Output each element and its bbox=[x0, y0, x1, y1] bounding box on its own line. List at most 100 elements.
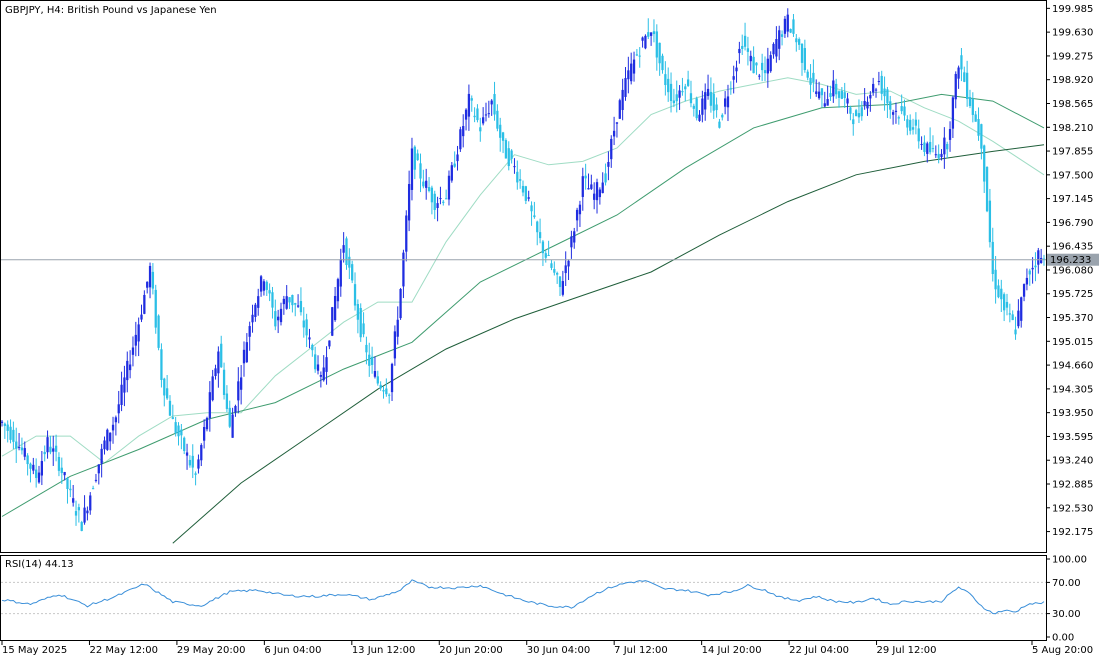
candle-body bbox=[407, 184, 411, 221]
candle-body bbox=[960, 55, 963, 70]
candle-body bbox=[106, 429, 109, 450]
candle-body bbox=[214, 368, 217, 377]
candle-body bbox=[971, 98, 974, 115]
candle-body bbox=[100, 448, 103, 464]
candle-body bbox=[430, 187, 434, 203]
candle-body bbox=[1040, 257, 1043, 264]
candle-body bbox=[743, 35, 747, 47]
candle-body bbox=[237, 381, 240, 401]
price-tick-label: 194.305 bbox=[1052, 384, 1093, 395]
candle-body bbox=[211, 376, 214, 401]
rsi-title: RSI(14) 44.13 bbox=[5, 559, 74, 570]
candle-body bbox=[798, 39, 801, 45]
candle-body bbox=[316, 364, 320, 371]
candle-body bbox=[225, 393, 229, 409]
candle-body bbox=[570, 236, 573, 248]
candle-body bbox=[43, 451, 46, 455]
candle-body bbox=[860, 107, 863, 117]
candle-body bbox=[242, 349, 246, 364]
candle-body bbox=[943, 137, 946, 155]
candle-body bbox=[519, 179, 522, 181]
candle-body bbox=[331, 307, 334, 336]
candle-body bbox=[487, 113, 490, 115]
candle-body bbox=[282, 298, 285, 305]
candle-body bbox=[1031, 267, 1034, 270]
candle-body bbox=[706, 88, 710, 97]
candle-body bbox=[812, 72, 815, 82]
price-tick-label: 197.855 bbox=[1052, 147, 1093, 158]
candle-body bbox=[328, 340, 331, 347]
price-tick-label: 193.595 bbox=[1052, 432, 1093, 443]
price-tick-label: 194.660 bbox=[1052, 361, 1093, 372]
candle-body bbox=[66, 478, 69, 490]
candle-body bbox=[183, 437, 186, 451]
candle-body bbox=[126, 360, 129, 381]
candle-body bbox=[988, 200, 992, 243]
candle-body bbox=[533, 215, 536, 218]
candle-body bbox=[940, 153, 943, 158]
candle-body bbox=[746, 48, 750, 52]
candle-body bbox=[672, 100, 676, 104]
candle-body bbox=[923, 142, 926, 152]
candle-body bbox=[439, 198, 442, 200]
price-tick-label: 196.790 bbox=[1052, 218, 1093, 229]
candle-body bbox=[9, 426, 12, 440]
candle-body bbox=[114, 417, 118, 423]
candle-body bbox=[980, 124, 983, 149]
candle-body bbox=[382, 390, 385, 392]
candle-body bbox=[356, 303, 360, 320]
candle-body bbox=[436, 203, 439, 208]
candle-body bbox=[26, 455, 29, 465]
candle-body bbox=[957, 67, 960, 79]
candle-body bbox=[484, 114, 488, 116]
candle-body bbox=[698, 114, 701, 121]
price-tick-label: 195.370 bbox=[1052, 313, 1093, 324]
candle-body bbox=[601, 182, 604, 194]
candle-body bbox=[476, 108, 479, 121]
candle-body bbox=[1034, 265, 1037, 268]
candle-body bbox=[77, 507, 81, 511]
candle-body bbox=[883, 88, 886, 97]
time-tick-label: 13 Jun 12:00 bbox=[352, 645, 416, 656]
candle-body bbox=[373, 371, 377, 377]
candle-body bbox=[185, 452, 189, 456]
candle-body bbox=[131, 347, 135, 355]
candle-body bbox=[277, 316, 280, 321]
candle-body bbox=[191, 455, 194, 468]
time-tick-label: 15 May 2025 bbox=[2, 645, 67, 656]
candle-body bbox=[573, 231, 576, 243]
price-tick-label: 192.530 bbox=[1052, 503, 1093, 514]
main-plot-frame bbox=[0, 0, 1047, 553]
candle-body bbox=[752, 56, 755, 74]
price-tick-label: 198.210 bbox=[1052, 123, 1093, 134]
candle-body bbox=[516, 171, 519, 183]
candle-body bbox=[15, 441, 18, 449]
candle-body bbox=[325, 357, 328, 372]
candle-body bbox=[231, 414, 234, 438]
candle-body bbox=[228, 407, 231, 427]
candle-body bbox=[874, 89, 878, 91]
candle-body bbox=[624, 78, 627, 97]
candle-body bbox=[667, 78, 670, 93]
candle-body bbox=[80, 522, 83, 531]
time-tick-label: 6 Jun 04:00 bbox=[264, 645, 321, 656]
candle-body bbox=[103, 440, 106, 450]
rsi-axis: 100.00 70.00 30.00 0.00 bbox=[1046, 555, 1087, 644]
candle-body bbox=[612, 130, 616, 137]
candle-body bbox=[470, 98, 473, 101]
candle-body bbox=[578, 204, 582, 215]
candles bbox=[0, 8, 1046, 532]
candle-body bbox=[208, 392, 211, 419]
candle-body bbox=[154, 289, 157, 328]
price-tick-label: 196.080 bbox=[1052, 265, 1093, 276]
time-tick-label: 22 Jul 04:00 bbox=[789, 645, 849, 656]
candle-body bbox=[319, 375, 323, 377]
candle-body bbox=[279, 308, 283, 323]
price-tick-label: 193.950 bbox=[1052, 408, 1093, 419]
candle-body bbox=[94, 479, 98, 481]
candle-body bbox=[1014, 329, 1017, 335]
time-tick-label: 5 Aug 20:00 bbox=[1032, 645, 1093, 656]
price-tick-label: 198.565 bbox=[1052, 99, 1093, 110]
candle-body bbox=[723, 98, 727, 107]
candle-body bbox=[174, 422, 177, 434]
